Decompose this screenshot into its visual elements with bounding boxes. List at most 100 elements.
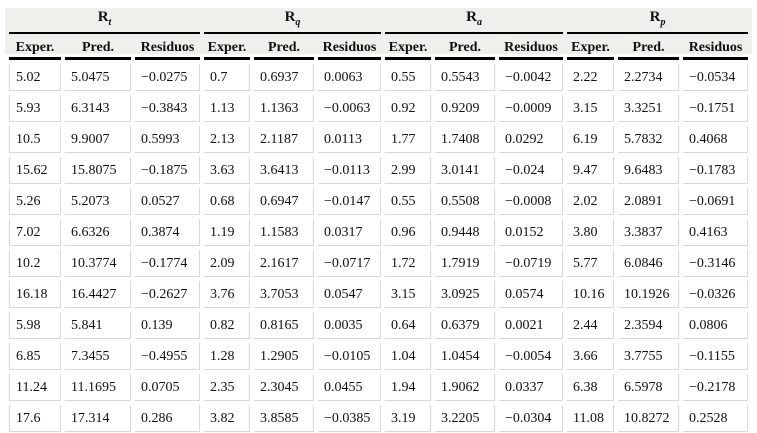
- cell: 1.1583: [254, 219, 314, 246]
- cell: 9.47: [567, 157, 615, 184]
- cell: 1.2905: [254, 343, 314, 370]
- cell: −0.0275: [135, 64, 200, 91]
- cell: 0.0113: [318, 126, 382, 153]
- cell: −0.1751: [683, 95, 749, 122]
- cell: −0.0385: [318, 405, 382, 432]
- cell: 0.68: [204, 188, 250, 215]
- cell: −0.0717: [318, 250, 382, 277]
- cell: 2.13: [204, 126, 250, 153]
- column-header-pred: Pred.: [618, 38, 680, 60]
- cell: −0.0113: [318, 157, 382, 184]
- cell: −0.0008: [499, 188, 564, 215]
- cell: 5.77: [567, 250, 615, 277]
- column-header-pred: Pred.: [65, 38, 131, 60]
- table-row: 15.62 15.8075 −0.1875 3.63 3.6413 −0.0113 2.99…: [9, 157, 749, 184]
- cell: −0.024: [499, 157, 564, 184]
- table-row: 7.02 6.6326 0.3874 1.19 1.1583 0.0317 0.96 0.94…: [9, 219, 749, 246]
- cell: 6.19: [567, 126, 615, 153]
- cell: 1.72: [385, 250, 432, 277]
- group-subscript: p: [660, 17, 666, 28]
- cell: 16.18: [9, 281, 61, 308]
- cell: 0.0574: [499, 281, 564, 308]
- cell: −0.1774: [135, 250, 200, 277]
- cell: 0.6937: [254, 64, 314, 91]
- group-label: R: [284, 9, 296, 25]
- cell: −0.0147: [318, 188, 382, 215]
- cell: 0.55: [385, 64, 432, 91]
- cell: 2.22: [567, 64, 615, 91]
- cell: 3.0925: [435, 281, 496, 308]
- cell: 2.35: [204, 374, 250, 401]
- table-row: 10.2 10.3774 −0.1774 2.09 2.1617 −0.0717 1.72 1…: [9, 250, 749, 277]
- cell: −0.4955: [135, 343, 200, 370]
- cell: 6.85: [9, 343, 61, 370]
- group-subscript: q: [295, 17, 301, 28]
- cell: 1.9062: [435, 374, 496, 401]
- table-row: 5.02 5.0475 −0.0275 0.7 0.6937 0.0063 0.55 0.55…: [9, 64, 749, 91]
- cell: 0.0547: [318, 281, 382, 308]
- group-header-rp: Rp: [567, 8, 749, 34]
- column-header-residuos: Residuos: [499, 38, 564, 60]
- group-header-rt: Rt: [9, 8, 200, 34]
- cell: 2.44: [567, 312, 615, 339]
- table-body: 5.02 5.0475 −0.0275 0.7 0.6937 0.0063 0.55 0.55…: [9, 64, 749, 432]
- results-table: Rt Rq Ra Rp Exper. Pred. Residuos Exper.…: [5, 4, 752, 433]
- cell: 2.3594: [618, 312, 680, 339]
- cell: 3.15: [567, 95, 615, 122]
- table-row: 10.5 9.9007 0.5993 2.13 2.1187 0.0113 1.77 1.74…: [9, 126, 749, 153]
- table-row: 5.98 5.841 0.139 0.82 0.8165 0.0035 0.64 0.6379…: [9, 312, 749, 339]
- cell: 15.8075: [65, 157, 131, 184]
- cell: 3.2205: [435, 405, 496, 432]
- cell: 3.80: [567, 219, 615, 246]
- cell: 5.7832: [618, 126, 680, 153]
- cell: 0.0063: [318, 64, 382, 91]
- table-row: 11.24 11.1695 0.0705 2.35 2.3045 0.0455 1.94 1.…: [9, 374, 749, 401]
- column-header-pred: Pred.: [435, 38, 496, 60]
- group-label: R: [649, 9, 661, 25]
- cell: 9.6483: [618, 157, 680, 184]
- column-header-residuos: Residuos: [683, 38, 749, 60]
- cell: 2.3045: [254, 374, 314, 401]
- cell: 2.99: [385, 157, 432, 184]
- table-header-background: [5, 8, 752, 54]
- cell: 1.94: [385, 374, 432, 401]
- cell: 0.0705: [135, 374, 200, 401]
- cell: 0.5993: [135, 126, 200, 153]
- cell: 0.96: [385, 219, 432, 246]
- column-header-exper: Exper.: [385, 38, 432, 60]
- cell: 7.02: [9, 219, 61, 246]
- cell: 5.841: [65, 312, 131, 339]
- cell: 0.9209: [435, 95, 496, 122]
- cell: 0.4163: [683, 219, 749, 246]
- cell: 10.8272: [618, 405, 680, 432]
- cell: 17.6: [9, 405, 61, 432]
- group-label: R: [466, 9, 477, 25]
- cell: 0.0337: [499, 374, 564, 401]
- cell: 1.1363: [254, 95, 314, 122]
- cell: 10.1926: [618, 281, 680, 308]
- table-row: 17.6 17.314 0.286 3.82 3.8585 −0.0385 3.19 3.22…: [9, 405, 749, 432]
- cell: −0.0042: [499, 64, 564, 91]
- cell: −0.2178: [683, 374, 749, 401]
- group-subscript: a: [476, 17, 482, 28]
- cell: 0.0021: [499, 312, 564, 339]
- cell: 0.6947: [254, 188, 314, 215]
- cell: 11.08: [567, 405, 615, 432]
- cell: 0.82: [204, 312, 250, 339]
- cell: 0.0527: [135, 188, 200, 215]
- cell: 3.8585: [254, 405, 314, 432]
- table-row: 16.18 16.4427 −0.2627 3.76 3.7053 0.0547 3.15 3…: [9, 281, 749, 308]
- cell: 1.7408: [435, 126, 496, 153]
- column-header-pred: Pred.: [254, 38, 314, 60]
- cell: 16.4427: [65, 281, 131, 308]
- cell: −0.0105: [318, 343, 382, 370]
- cell: −0.1875: [135, 157, 200, 184]
- cell: 10.5: [9, 126, 61, 153]
- group-header-rq: Rq: [204, 8, 382, 34]
- subheader-row: Exper. Pred. Residuos Exper. Pred. Resid…: [9, 38, 749, 60]
- cell: 0.0152: [499, 219, 564, 246]
- cell: −0.0326: [683, 281, 749, 308]
- cell: 10.16: [567, 281, 615, 308]
- cell: 3.7053: [254, 281, 314, 308]
